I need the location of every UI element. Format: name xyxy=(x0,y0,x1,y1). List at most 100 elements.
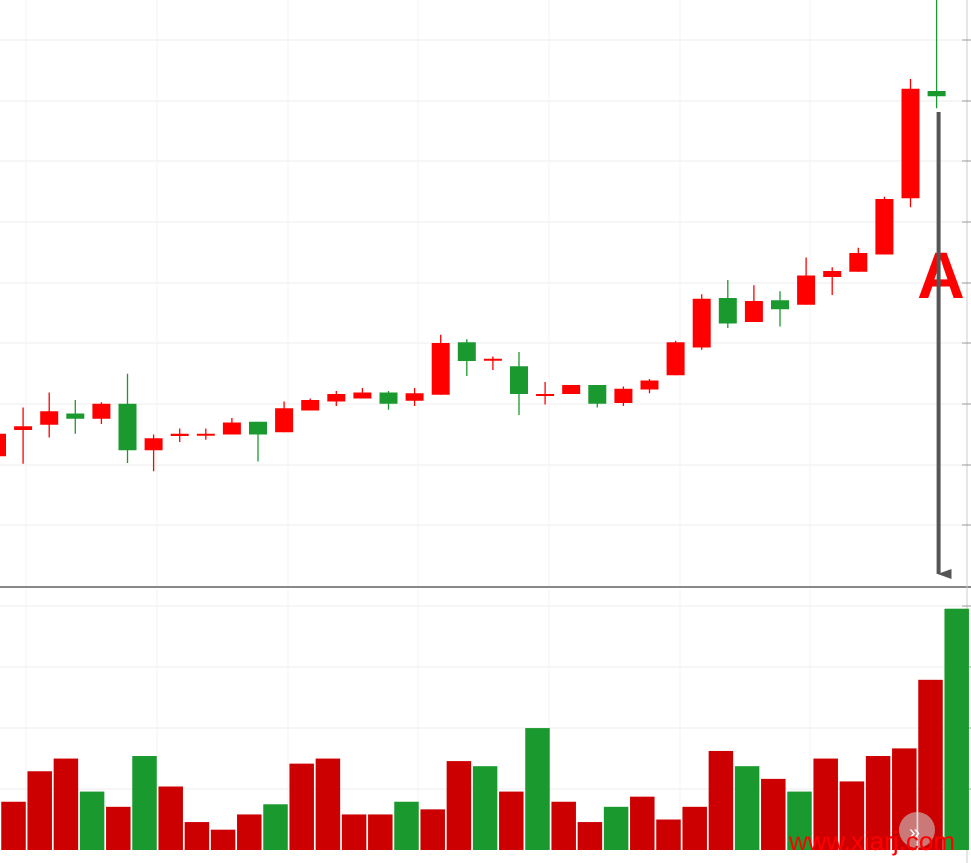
candle xyxy=(196,428,215,440)
candle xyxy=(718,280,737,328)
volume-bar xyxy=(682,806,707,850)
volume-grid xyxy=(0,589,967,850)
candle-body xyxy=(249,421,267,435)
volume-bar xyxy=(315,758,341,850)
candle-body xyxy=(797,275,816,305)
candle-body xyxy=(118,403,137,451)
candle-body xyxy=(666,342,685,376)
candle xyxy=(170,428,189,442)
candle xyxy=(40,392,59,438)
candle xyxy=(901,79,920,208)
candle-body xyxy=(14,426,33,430)
volume-bar xyxy=(708,750,734,850)
volume-bar xyxy=(472,766,498,850)
volume-bar xyxy=(289,763,314,850)
candle xyxy=(640,379,659,394)
candle xyxy=(510,352,528,415)
volume-bar xyxy=(865,756,891,850)
annotation-label: A xyxy=(917,238,965,312)
volume-bar xyxy=(341,814,367,850)
double-chevron-right-icon: » xyxy=(909,822,920,844)
volume-bars xyxy=(1,608,969,850)
candle xyxy=(536,382,555,405)
volume-bar xyxy=(79,791,105,850)
candle xyxy=(66,400,85,434)
volume-bar xyxy=(499,791,524,850)
volume-bar xyxy=(944,608,969,850)
volume-bar xyxy=(813,758,838,850)
candle xyxy=(483,356,502,370)
candle xyxy=(222,418,241,435)
candle-body xyxy=(275,408,294,433)
candle-body xyxy=(614,388,633,403)
candle-body xyxy=(823,271,842,277)
candle-body xyxy=(379,392,398,404)
candle-body xyxy=(222,422,241,435)
volume-bar xyxy=(263,804,288,850)
candle xyxy=(118,373,137,463)
candle-body xyxy=(301,400,320,411)
candle-body xyxy=(510,366,528,394)
candle-body xyxy=(327,394,346,402)
price-grid xyxy=(0,0,967,586)
volume-bar xyxy=(132,756,157,850)
volume-bar xyxy=(368,814,393,850)
volume-bar xyxy=(53,758,79,850)
volume-bar xyxy=(761,778,786,850)
candle xyxy=(797,257,816,305)
candle-body xyxy=(927,91,946,97)
candle xyxy=(249,421,267,462)
volume-bar xyxy=(525,728,550,850)
candle xyxy=(875,196,894,255)
candle-body xyxy=(640,380,659,390)
candle-body xyxy=(353,392,372,399)
candle-body xyxy=(170,433,189,436)
candle xyxy=(771,291,789,327)
candle xyxy=(927,0,946,109)
volume-bar xyxy=(184,822,210,850)
candle xyxy=(849,247,868,272)
candle xyxy=(692,294,711,350)
candle-body xyxy=(718,298,737,324)
candle xyxy=(0,433,6,457)
volume-bar xyxy=(237,814,262,850)
volume-bar xyxy=(603,806,629,850)
candle xyxy=(405,388,424,406)
volume-bar xyxy=(394,801,419,850)
candle xyxy=(588,385,607,408)
volume-bar xyxy=(787,791,812,850)
candle-body xyxy=(0,433,6,457)
candle-body xyxy=(92,403,111,419)
candle xyxy=(327,391,346,406)
volume-bar xyxy=(734,766,760,850)
volume-bar xyxy=(210,829,236,850)
candle xyxy=(666,340,685,376)
volume-bar xyxy=(656,819,681,850)
candle-body xyxy=(536,394,555,396)
candle xyxy=(301,398,320,411)
annotations: A xyxy=(917,112,965,579)
candle-body xyxy=(901,88,920,199)
candle xyxy=(823,267,842,295)
candle-body xyxy=(483,358,502,361)
candle-body xyxy=(405,393,424,401)
candle xyxy=(562,385,581,394)
candle xyxy=(14,407,33,464)
candle-body xyxy=(40,411,59,425)
candle xyxy=(144,434,163,472)
volume-bar xyxy=(577,822,603,850)
candle-body xyxy=(66,413,85,419)
candle-body xyxy=(692,298,711,348)
scroll-right-icon[interactable] xyxy=(899,812,935,848)
candle-body xyxy=(562,385,581,394)
volume-bar xyxy=(27,771,52,850)
volume-bar xyxy=(839,781,865,850)
volume-bar xyxy=(630,796,655,850)
candle xyxy=(614,386,633,406)
candle xyxy=(275,401,294,433)
volume-bar xyxy=(420,809,445,850)
candle-body xyxy=(771,300,789,310)
candle xyxy=(744,285,763,322)
